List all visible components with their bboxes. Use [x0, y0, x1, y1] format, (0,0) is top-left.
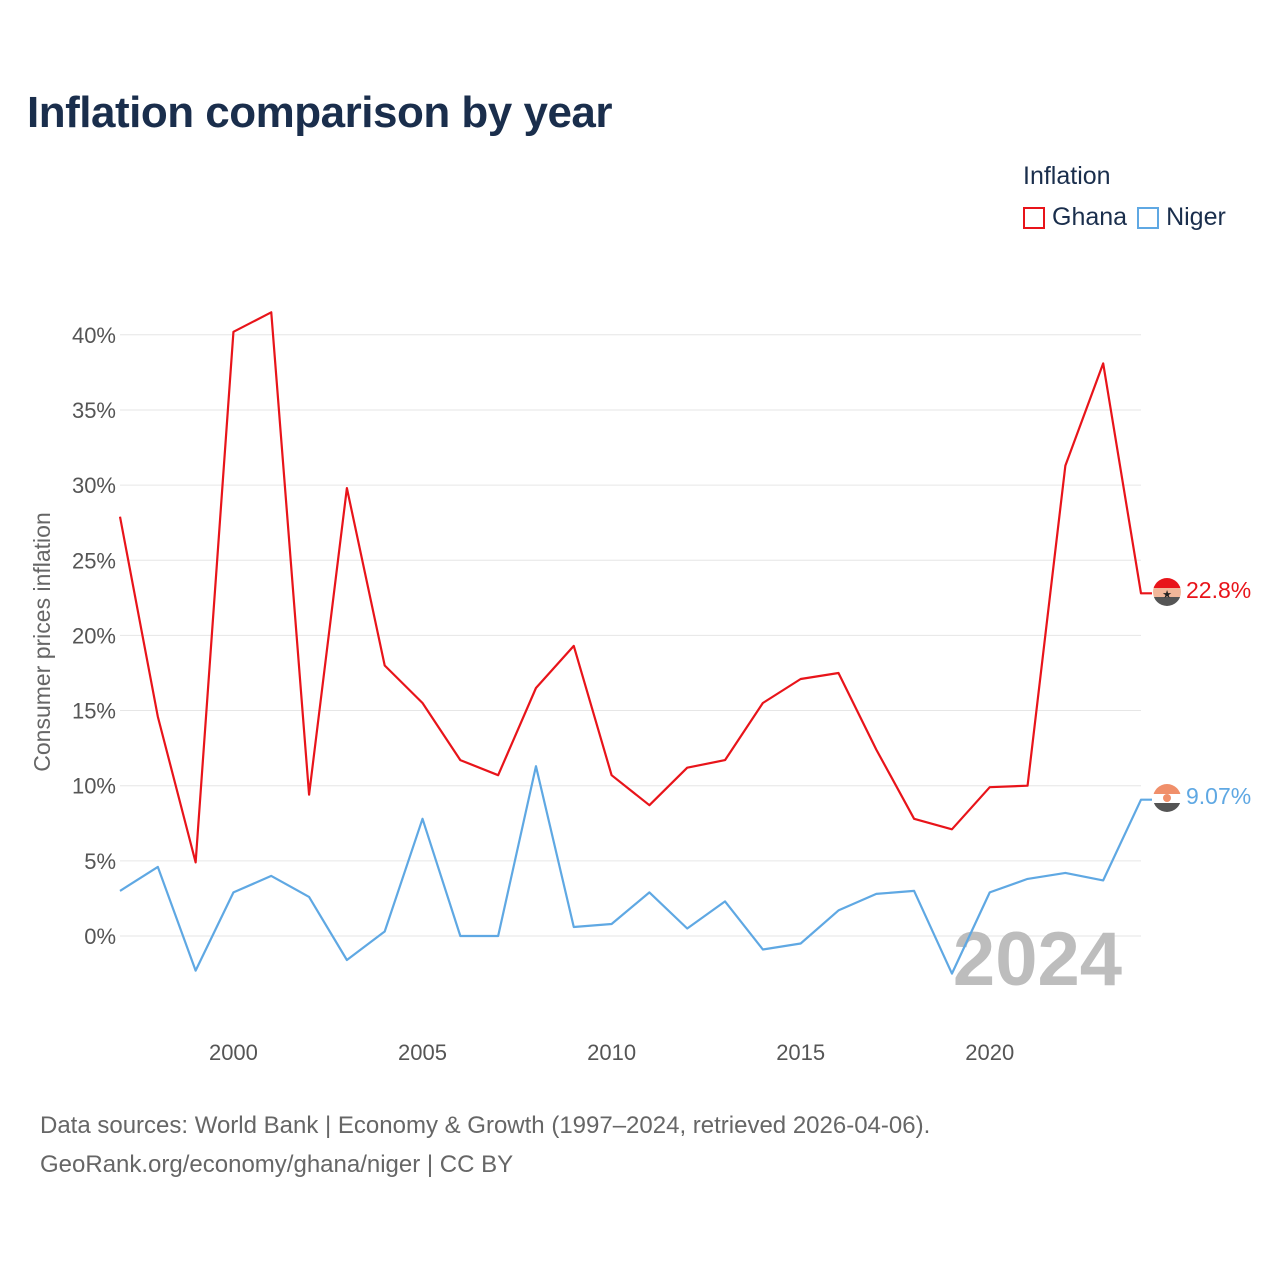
chart-title: Inflation comparison by year	[27, 88, 613, 137]
legend-swatch-niger	[1137, 206, 1160, 229]
y-tick-label: 20%	[72, 623, 116, 648]
footer-sources: Data sources: World Bank | Economy & Gro…	[40, 1112, 931, 1139]
svg-text:★: ★	[1162, 589, 1172, 601]
grid-lines	[120, 334, 1141, 937]
ghana-flag-icon: ★	[1153, 578, 1181, 606]
x-tick-label: 2015	[776, 1040, 825, 1065]
series-lines	[118, 311, 1152, 975]
y-axis-ticks: 0% 5% 10% 15% 20% 25% 30% 35% 40%	[72, 323, 116, 949]
y-tick-label: 5%	[84, 849, 116, 874]
series-line-ghana[interactable]	[118, 311, 1152, 864]
x-tick-label: 2020	[965, 1040, 1014, 1065]
legend-title: Inflation	[1023, 162, 1111, 190]
y-tick-label: 40%	[72, 323, 116, 348]
y-tick-label: 35%	[72, 398, 116, 423]
y-tick-label: 30%	[72, 473, 116, 498]
y-tick-label: 25%	[72, 548, 116, 573]
legend-label-niger: Niger	[1166, 203, 1226, 231]
year-marker: 2024	[953, 917, 1122, 1002]
y-tick-label: 10%	[72, 774, 116, 799]
legend-item-ghana[interactable]: Ghana	[1023, 203, 1127, 232]
niger-end-label: 9.07%	[1186, 783, 1251, 809]
niger-flag-icon	[1153, 784, 1181, 812]
y-axis-label: Consumer prices inflation	[29, 512, 55, 772]
legend: Ghana Niger	[1023, 203, 1236, 232]
y-tick-label: 0%	[84, 924, 116, 949]
x-tick-label: 2000	[209, 1040, 258, 1065]
x-tick-label: 2010	[587, 1040, 636, 1065]
x-tick-label: 2005	[398, 1040, 447, 1065]
y-tick-label: 15%	[72, 699, 116, 724]
legend-item-niger[interactable]: Niger	[1137, 203, 1226, 232]
legend-swatch-ghana	[1023, 206, 1045, 229]
footer: Data sources: World Bank | Economy & Gro…	[40, 1106, 930, 1184]
series-line-niger[interactable]	[119, 765, 1152, 975]
legend-label-ghana: Ghana	[1052, 203, 1128, 231]
x-axis-ticks: 2000 2005 2010 2015 2020	[209, 1040, 1014, 1065]
footer-link[interactable]: GeoRank.org/economy/ghana/niger | CC BY	[40, 1151, 514, 1178]
ghana-end-label: 22.8%	[1186, 577, 1251, 603]
